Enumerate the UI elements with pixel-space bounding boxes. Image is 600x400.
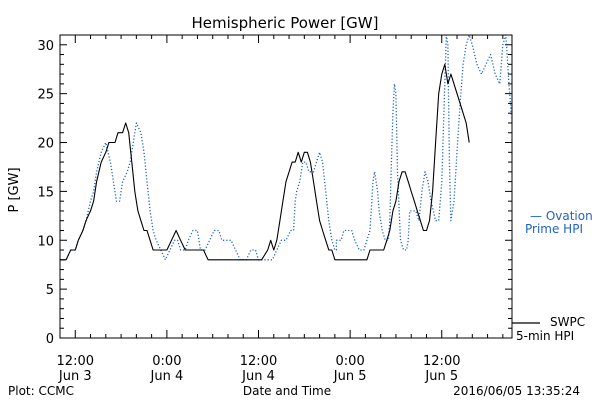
x-axis-label: Date and Time [243, 384, 331, 398]
y-tick-label: 25 [37, 88, 54, 103]
y-tick-label: 10 [37, 234, 54, 249]
y-tick-label: 15 [37, 185, 54, 200]
footer-timestamp: 2016/06/05 13:35:24 [453, 384, 580, 398]
x-tick-date-label: Jun 4 [150, 369, 184, 384]
x-tick-time-label: 0:00 [336, 354, 365, 369]
series-group [60, 35, 512, 261]
x-tick-time-label: 12:00 [57, 354, 94, 369]
footer-plot-credit: Plot: CCMC [8, 384, 74, 398]
legend-swpc-line1: SWPC [550, 315, 585, 329]
legend-ovation-line1: — Ovation [530, 209, 593, 223]
y-tick-label: 20 [37, 137, 54, 152]
x-tick-date-label: Jun 5 [424, 369, 458, 384]
y-axis-ticks: 0 5 10 15 20 25 30 [37, 34, 512, 347]
swpc-hpi-line [60, 63, 470, 261]
ovation-prime-hpi-line [60, 35, 512, 261]
y-tick-label: 30 [37, 39, 54, 54]
y-tick-label: 0 [46, 332, 54, 347]
x-tick-date-label: Jun 4 [241, 369, 275, 384]
x-tick-time-label: 0:00 [152, 354, 181, 369]
x-tick-date-label: Jun 3 [58, 369, 92, 384]
chart-title: Hemispheric Power [GW] [192, 14, 379, 32]
x-tick-time-label: 12:00 [240, 354, 277, 369]
x-tick-time-label: 12:00 [423, 354, 460, 369]
y-tick-label: 5 [46, 283, 54, 298]
y-axis-label: P [GW] [7, 167, 22, 212]
legend-swpc-line2: 5-min HPI [516, 329, 574, 343]
plot-area [59, 34, 513, 339]
legend-ovation-line2: Prime HPI [525, 222, 583, 236]
x-tick-date-label: Jun 5 [333, 369, 367, 384]
